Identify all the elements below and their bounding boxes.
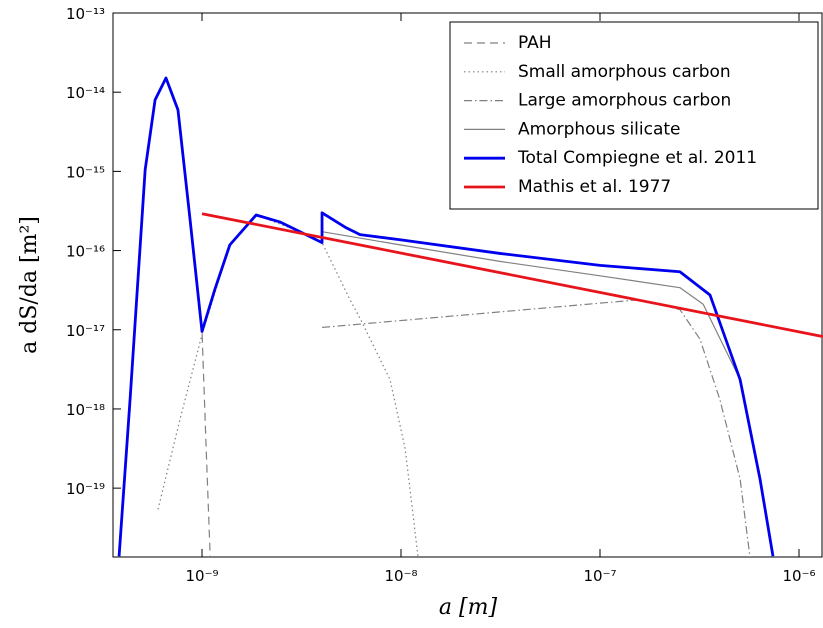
legend-label: Large amorphous carbon (518, 91, 731, 111)
x-tick-label: 10⁻⁶ (782, 567, 815, 585)
series-line (165, 78, 211, 557)
y-tick-label: 10⁻¹⁷ (66, 322, 105, 340)
legend-label: Small amorphous carbon (518, 62, 731, 82)
series-line (321, 299, 751, 557)
x-axis-label: a [m] (439, 595, 498, 620)
legend-label: Total Compiegne et al. 2011 (517, 148, 757, 168)
x-tick-label: 10⁻⁷ (583, 567, 616, 585)
y-axis-label: a dS/da [m²] (17, 216, 42, 354)
legend-label: PAH (518, 33, 552, 53)
plot-lines (117, 76, 823, 557)
y-tick-label: 10⁻¹⁸ (66, 401, 105, 419)
x-tick-label: 10⁻⁸ (384, 567, 417, 585)
y-tick-label: 10⁻¹⁹ (66, 480, 105, 498)
legend-box (449, 21, 819, 210)
y-tick-label: 10⁻¹³ (66, 5, 105, 23)
y-tick-label: 10⁻¹⁴ (66, 84, 105, 102)
legend-label: Amorphous silicate (518, 119, 681, 139)
series-line (201, 212, 823, 338)
x-tick-label: 10⁻⁹ (186, 567, 219, 585)
y-tick-label: 10⁻¹⁶ (66, 243, 105, 261)
y-tick-label: 10⁻¹⁵ (66, 163, 105, 181)
series-line (157, 214, 419, 557)
plot-frame (112, 12, 823, 558)
legend-label: Mathis et al. 1977 (518, 177, 671, 197)
